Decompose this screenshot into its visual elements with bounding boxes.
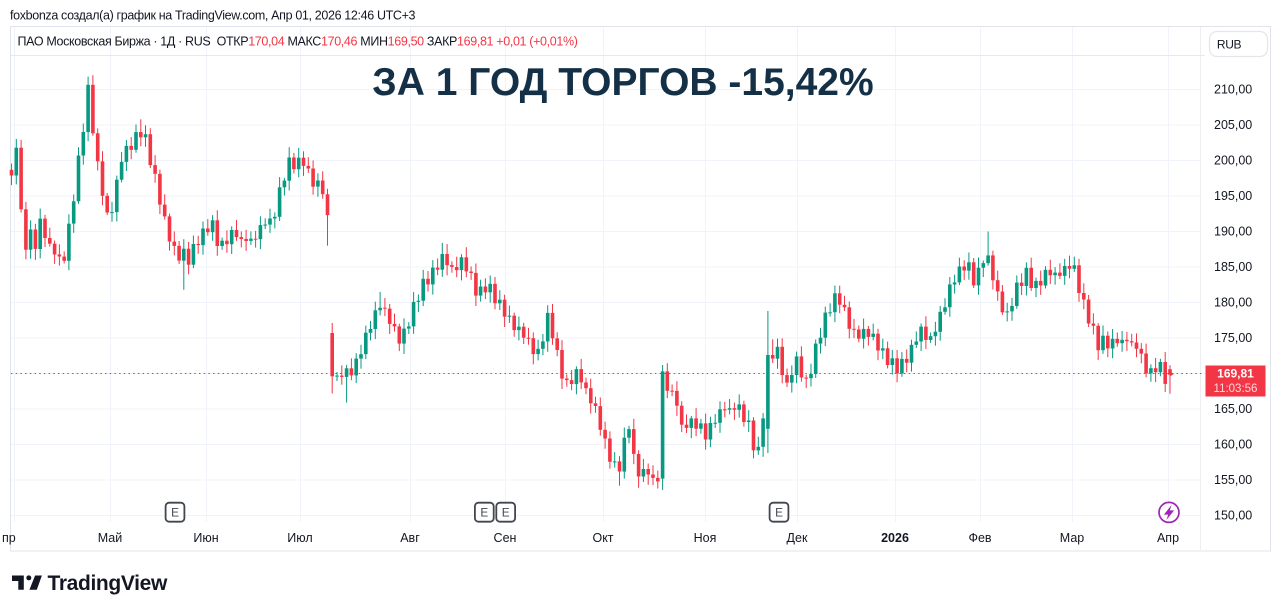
svg-text:11:03:56: 11:03:56 [1214, 383, 1258, 395]
svg-text:Авг: Авг [400, 531, 420, 545]
svg-text:210,00: 210,00 [1214, 82, 1252, 96]
svg-text:Сен: Сен [494, 531, 517, 545]
svg-text:200,00: 200,00 [1214, 153, 1252, 167]
svg-text:175,00: 175,00 [1214, 331, 1252, 345]
svg-text:TradingView: TradingView [48, 572, 168, 595]
svg-text:foxbonza создал(а) график на T: foxbonza создал(а) график на TradingView… [10, 9, 416, 23]
svg-text:Мар: Мар [1060, 531, 1085, 545]
svg-text:165,00: 165,00 [1214, 402, 1252, 416]
svg-text:150,00: 150,00 [1214, 508, 1252, 522]
svg-text:180,00: 180,00 [1214, 295, 1252, 309]
svg-text:E: E [480, 506, 488, 520]
svg-text:ПАО Московская Биржа · 1Д · RU: ПАО Московская Биржа · 1Д · RUS ОТКР170,… [18, 35, 578, 49]
svg-text:Фев: Фев [968, 531, 991, 545]
svg-text:E: E [171, 506, 179, 520]
svg-text:190,00: 190,00 [1214, 224, 1252, 238]
svg-text:160,00: 160,00 [1214, 437, 1252, 451]
svg-text:169,81: 169,81 [1217, 367, 1254, 381]
svg-text:Окт: Окт [592, 531, 613, 545]
svg-text:Дек: Дек [787, 531, 808, 545]
svg-text:Ноя: Ноя [694, 531, 717, 545]
svg-text:RUB: RUB [1217, 37, 1242, 51]
svg-text:Апр: Апр [1157, 531, 1179, 545]
svg-text:205,00: 205,00 [1214, 118, 1252, 132]
svg-text:195,00: 195,00 [1214, 189, 1252, 203]
svg-text:Июн: Июн [193, 531, 218, 545]
svg-text:пр: пр [2, 531, 16, 545]
svg-text:Июл: Июл [287, 531, 312, 545]
svg-text:155,00: 155,00 [1214, 473, 1252, 487]
svg-text:E: E [502, 506, 510, 520]
svg-text:2026: 2026 [881, 531, 909, 545]
svg-text:Май: Май [98, 531, 123, 545]
svg-text:185,00: 185,00 [1214, 260, 1252, 274]
svg-text:ЗА 1 ГОД ТОРГОВ -15,42%: ЗА 1 ГОД ТОРГОВ -15,42% [372, 61, 873, 104]
svg-text:E: E [775, 506, 783, 520]
